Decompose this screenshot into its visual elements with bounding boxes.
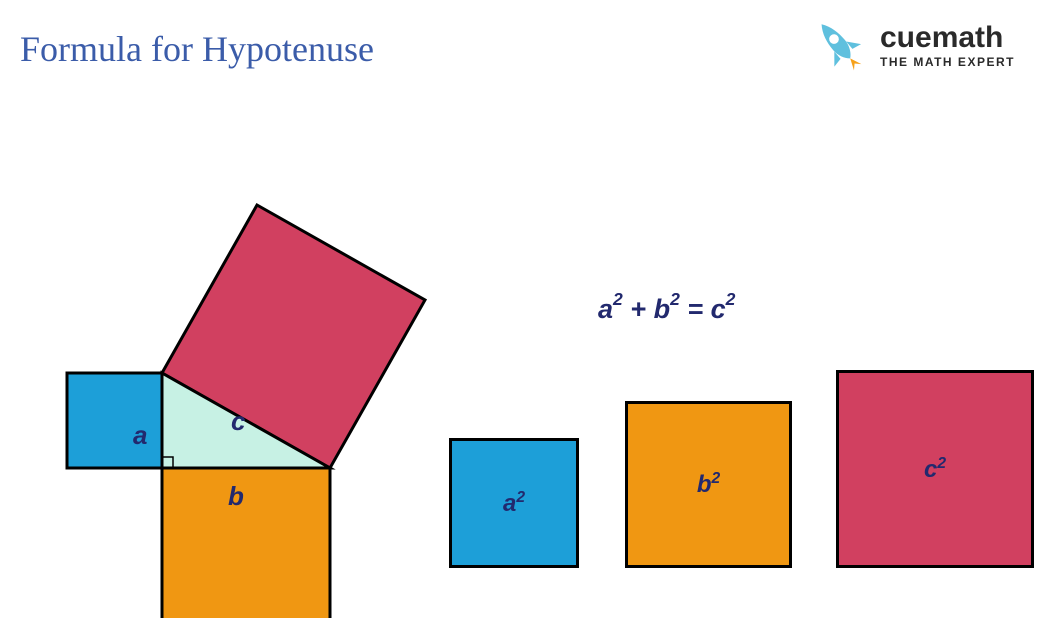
label-b2: b2 [697, 470, 720, 499]
square-c2: c2 [836, 370, 1034, 568]
label-a2: a2 [503, 489, 525, 518]
rocket-icon [808, 14, 870, 76]
label-c: c [231, 406, 245, 437]
brand-name: cuemath [880, 21, 1015, 55]
page-title: Formula for Hypotenuse [20, 28, 374, 70]
square-b [162, 468, 330, 618]
canvas: Formula for Hypotenuse cuemath THE MATH … [0, 0, 1042, 618]
square-a2: a2 [449, 438, 579, 568]
label-b: b [228, 481, 244, 512]
brand-tagline: THE MATH EXPERT [880, 55, 1015, 69]
pythagoras-diagram [30, 145, 450, 585]
square-a [67, 373, 162, 468]
square-b2: b2 [625, 401, 792, 568]
formula: a2 + b2 = c2 [598, 292, 735, 325]
label-c2: c2 [924, 455, 946, 484]
logo-text: cuemath THE MATH EXPERT [880, 21, 1015, 69]
logo: cuemath THE MATH EXPERT [808, 14, 1015, 76]
label-a: a [133, 420, 147, 451]
